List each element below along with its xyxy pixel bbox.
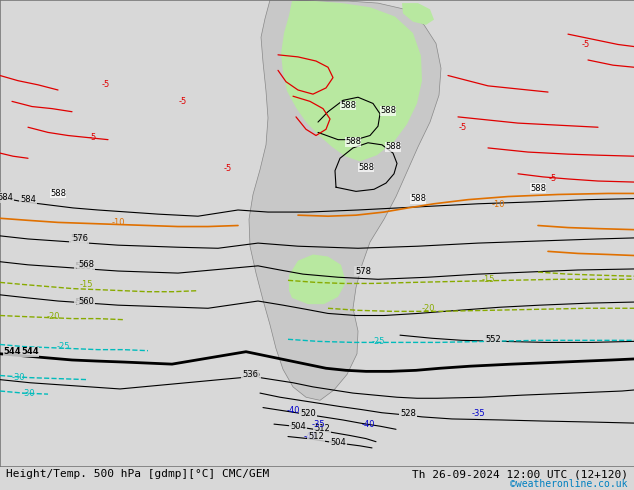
Text: Height/Temp. 500 hPa [gdmp][°C] CMC/GEM: Height/Temp. 500 hPa [gdmp][°C] CMC/GEM xyxy=(6,469,269,479)
Text: -15: -15 xyxy=(481,275,495,284)
Text: 588: 588 xyxy=(385,143,401,151)
Text: -35: -35 xyxy=(311,419,325,429)
Text: 560: 560 xyxy=(78,296,94,306)
Text: -35: -35 xyxy=(471,409,485,418)
Text: 588: 588 xyxy=(340,101,356,110)
Text: -10: -10 xyxy=(111,218,125,227)
Polygon shape xyxy=(281,1,422,161)
Text: -30: -30 xyxy=(21,389,35,397)
Text: 584: 584 xyxy=(0,193,13,202)
Polygon shape xyxy=(402,3,434,25)
Text: -40: -40 xyxy=(286,406,300,415)
Text: 588: 588 xyxy=(358,163,374,172)
Text: -20: -20 xyxy=(421,304,435,313)
Text: -45: -45 xyxy=(303,432,317,441)
Text: ©weatheronline.co.uk: ©weatheronline.co.uk xyxy=(510,479,628,489)
Text: 588: 588 xyxy=(530,184,546,193)
Text: -5: -5 xyxy=(102,80,110,89)
Polygon shape xyxy=(289,254,346,304)
Text: -25: -25 xyxy=(56,342,70,351)
Text: -5: -5 xyxy=(459,122,467,132)
Text: 568: 568 xyxy=(75,262,91,271)
Text: 504: 504 xyxy=(290,422,306,431)
Text: 544: 544 xyxy=(21,347,39,356)
Text: Th 26-09-2024 12:00 UTC (12+120): Th 26-09-2024 12:00 UTC (12+120) xyxy=(411,469,628,479)
Text: -5: -5 xyxy=(89,133,97,142)
Text: 578: 578 xyxy=(355,267,371,275)
Text: 552: 552 xyxy=(484,335,500,344)
Text: 578: 578 xyxy=(355,267,371,275)
Text: 576: 576 xyxy=(70,234,86,244)
Text: 588: 588 xyxy=(50,189,66,198)
Text: -15: -15 xyxy=(79,280,93,289)
Text: -40: -40 xyxy=(361,419,375,429)
Text: 520: 520 xyxy=(300,409,316,418)
Text: 568: 568 xyxy=(78,260,94,270)
Text: -10: -10 xyxy=(491,200,505,209)
Text: 552: 552 xyxy=(485,335,501,344)
Text: -5: -5 xyxy=(224,164,232,173)
Text: -30: -30 xyxy=(11,373,25,382)
Text: 588: 588 xyxy=(410,194,426,203)
Text: 512: 512 xyxy=(314,424,330,433)
Text: 520: 520 xyxy=(300,409,316,418)
Text: 576: 576 xyxy=(72,234,88,244)
Text: 528: 528 xyxy=(400,409,416,418)
Text: -5: -5 xyxy=(582,40,590,49)
Text: 560: 560 xyxy=(75,297,91,307)
Text: 588: 588 xyxy=(345,137,361,146)
Text: -5: -5 xyxy=(179,97,187,106)
Text: 584: 584 xyxy=(20,195,36,204)
Text: 528: 528 xyxy=(400,409,416,418)
Text: 512: 512 xyxy=(308,432,324,441)
Text: 544: 544 xyxy=(3,347,21,356)
Text: 588: 588 xyxy=(380,106,396,115)
Text: -5: -5 xyxy=(549,174,557,183)
Polygon shape xyxy=(249,0,441,400)
Text: 504: 504 xyxy=(330,438,346,447)
Text: 536: 536 xyxy=(242,370,258,379)
Text: 536: 536 xyxy=(244,370,260,379)
Text: -20: -20 xyxy=(46,312,60,321)
Text: -25: -25 xyxy=(372,337,385,346)
